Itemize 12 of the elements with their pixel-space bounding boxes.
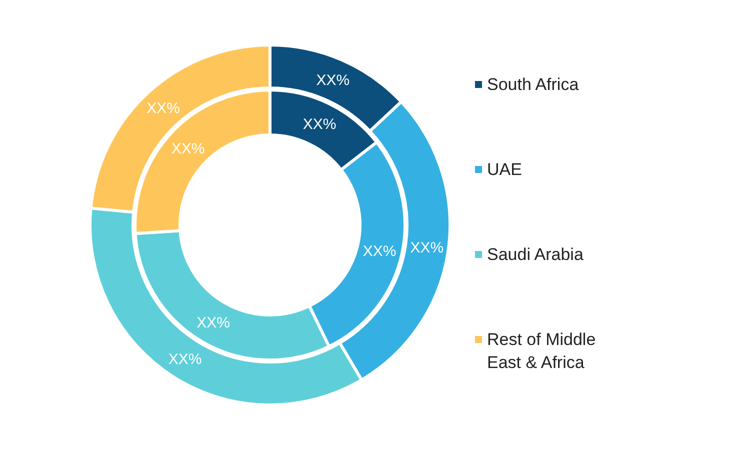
legend-label: UAE [487, 160, 522, 179]
legend-label: Saudi Arabia [487, 245, 584, 264]
data-label: XX% [146, 100, 180, 118]
data-label: XX% [410, 240, 444, 257]
data-label: XX% [196, 314, 230, 332]
data-label: XX% [362, 242, 396, 260]
data-label: XX% [302, 116, 336, 134]
data-label: XX% [316, 72, 350, 89]
data-label: XX% [168, 351, 202, 368]
data-label: XX% [171, 140, 205, 158]
legend-label: Rest of Middle East & Africa [487, 330, 596, 372]
legend-label: South Africa [487, 75, 580, 94]
